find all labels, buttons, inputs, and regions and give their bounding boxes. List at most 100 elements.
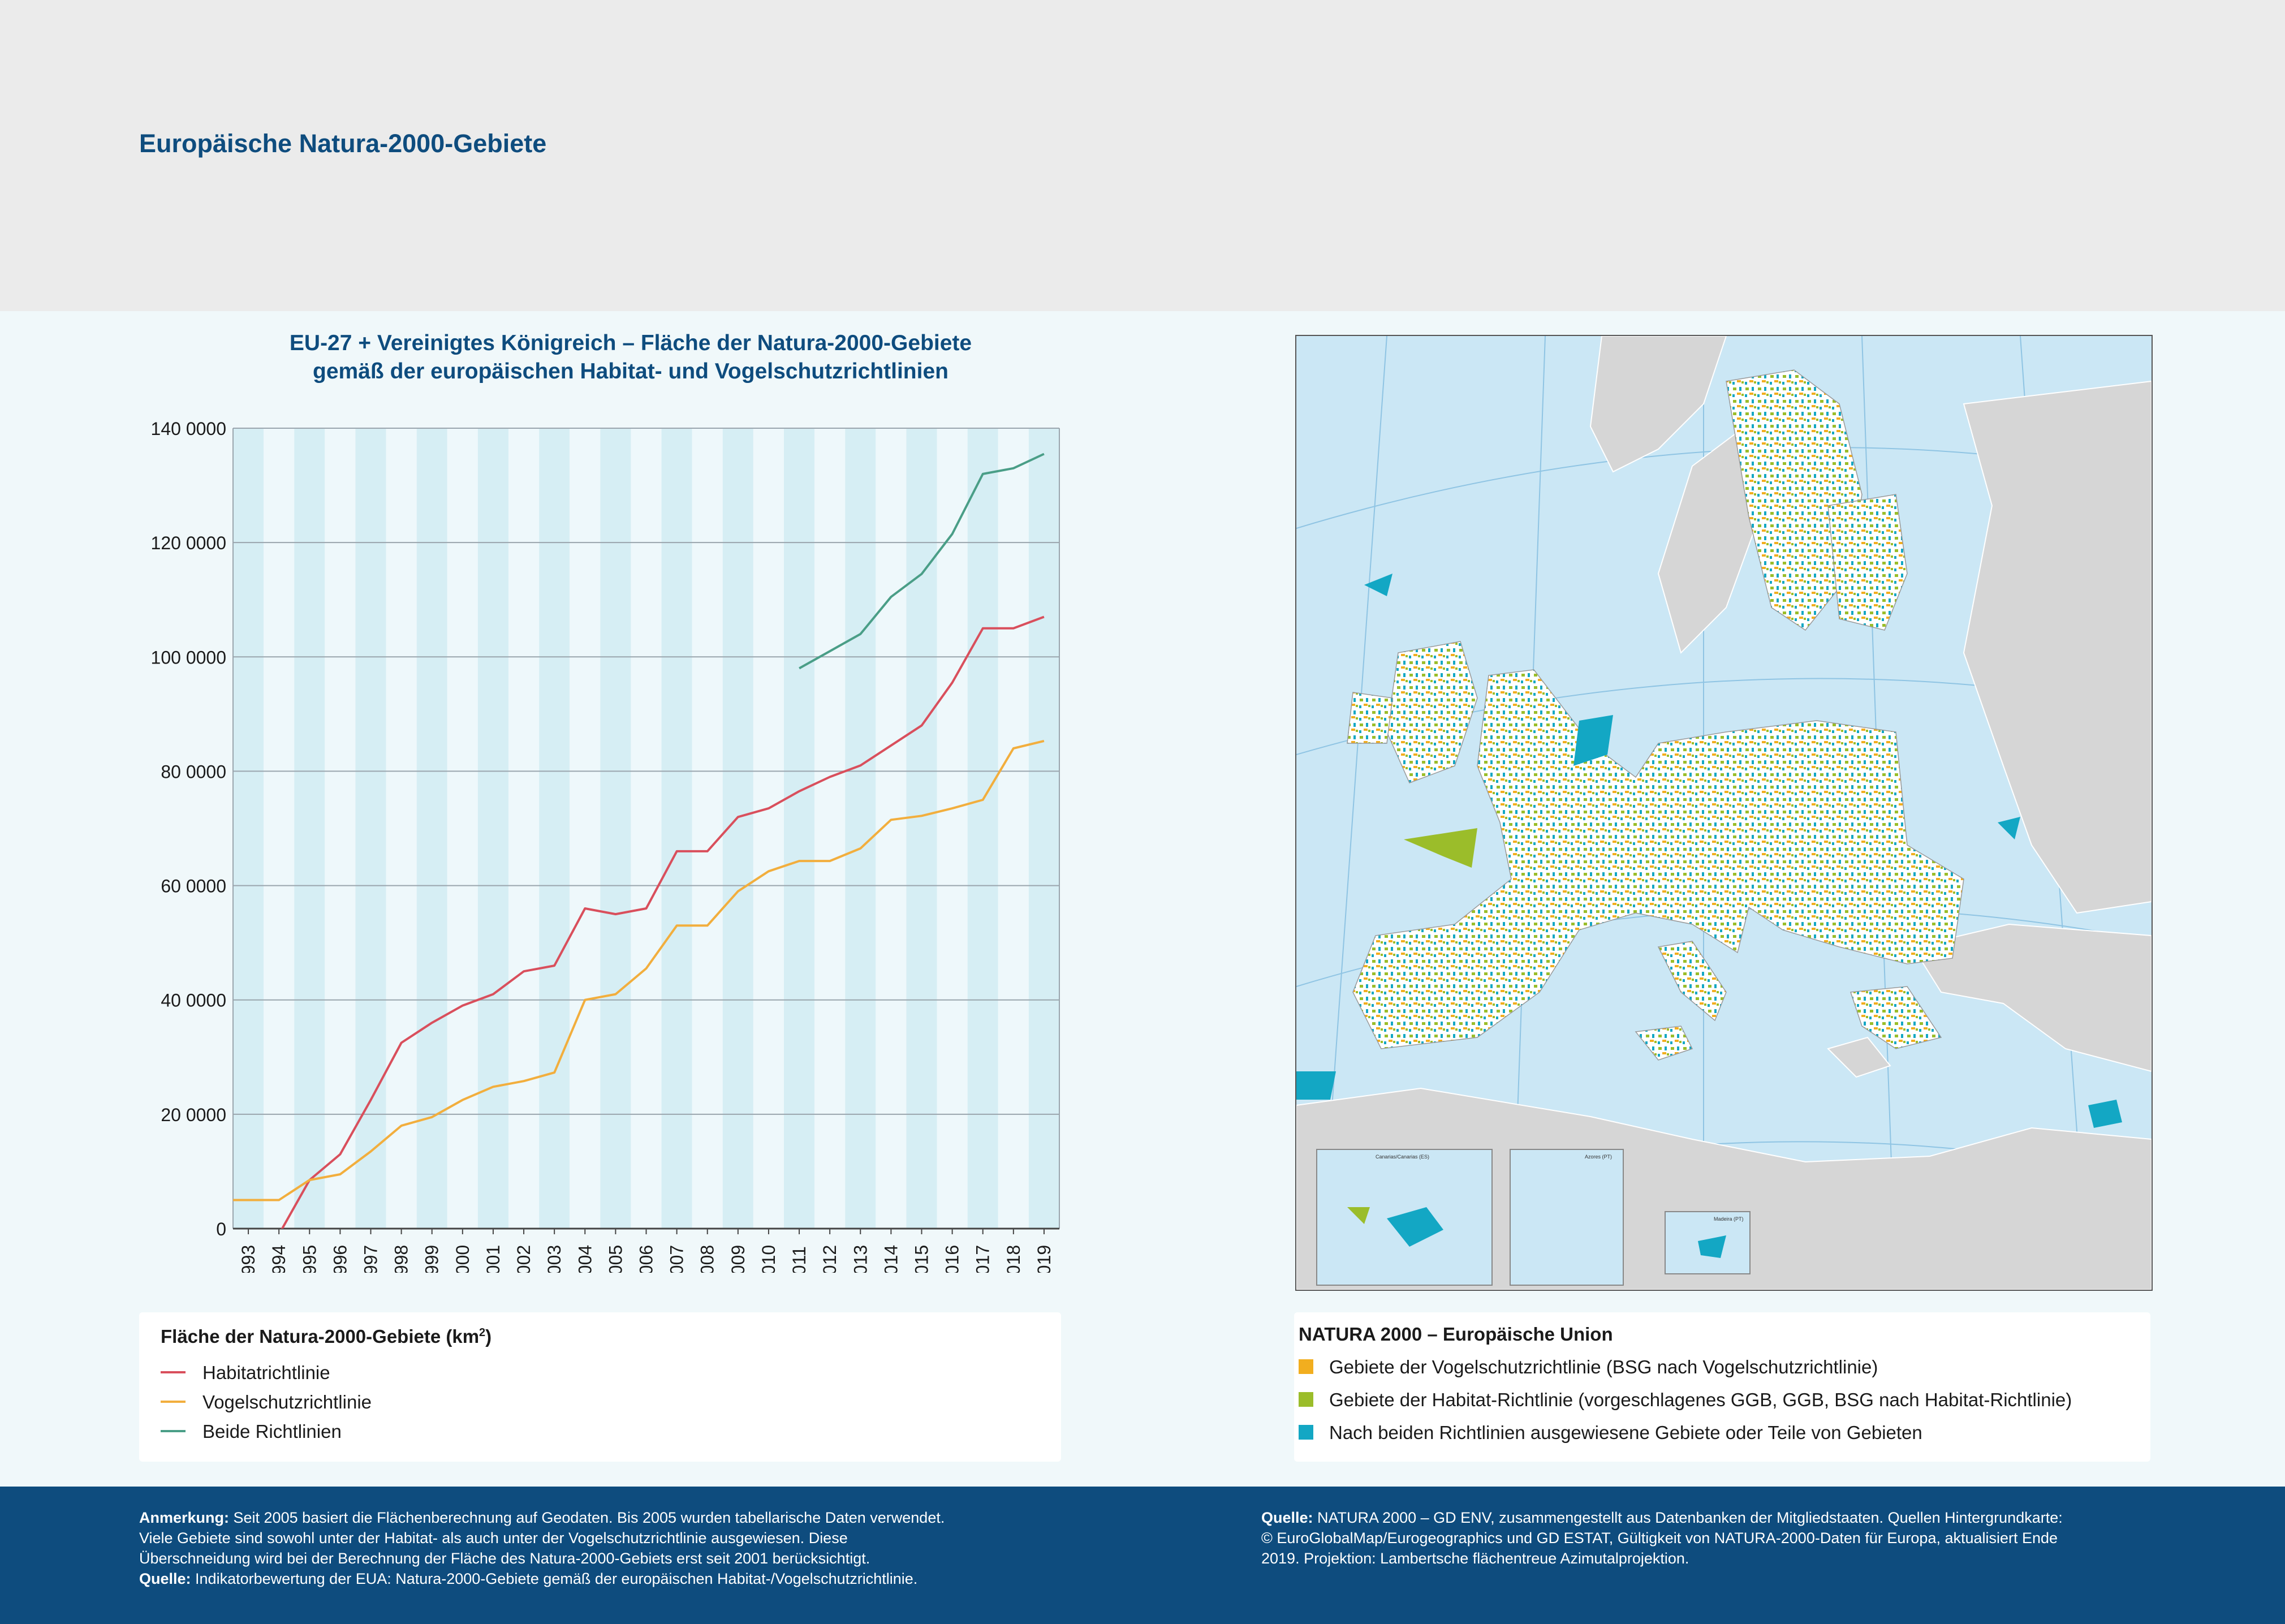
inset-label-canarias: Canarias/Canarias (ES) — [1376, 1154, 1429, 1160]
x-tick-label: 2003 — [544, 1245, 564, 1273]
source-left: Indikatorbewertung der EUA: Natura-2000-… — [191, 1570, 918, 1587]
y-tick-label: 60 0000 — [161, 876, 226, 897]
page-title: Europäische Natura-2000-Gebiete — [139, 129, 547, 158]
year-column — [233, 428, 264, 1229]
source-right-line1: NATURA 2000 – GD ENV, zusammengestellt a… — [1313, 1509, 2063, 1526]
year-column — [386, 428, 417, 1229]
map-legend-item-habitat: Gebiete der Habitat-Richtlinie (vorgesch… — [1299, 1389, 2072, 1411]
note-line1: Seit 2005 basiert die Flächenberechnung … — [229, 1509, 945, 1526]
year-column — [600, 428, 631, 1229]
map-svg: Canarias/Canarias (ES) Azores (PT) Madei… — [1296, 336, 2152, 1290]
footer-notes: Anmerkung: Seit 2005 basiert die Flächen… — [139, 1507, 1101, 1589]
legend-line-beide — [161, 1430, 186, 1433]
y-tick-label: 40 0000 — [161, 990, 226, 1011]
year-column — [416, 428, 447, 1229]
legend-swatch-vogel — [1299, 1359, 1313, 1375]
y-tick-label: 0 — [216, 1219, 226, 1239]
y-tick-label: 140 0000 — [151, 419, 226, 439]
year-column — [692, 428, 723, 1229]
year-column — [355, 428, 386, 1229]
note-label: Anmerkung: — [139, 1509, 230, 1526]
chart-title: EU-27 + Vereinigtes Königreich – Fläche … — [170, 329, 1092, 386]
x-tick-label: 2004 — [575, 1245, 595, 1273]
year-column — [814, 428, 846, 1229]
year-column — [447, 428, 478, 1229]
legend-line-habitat — [161, 1371, 186, 1374]
x-tick-label: 1998 — [391, 1245, 412, 1273]
x-tick-label: 2019 — [1034, 1245, 1054, 1273]
chart-legend-title: Fläche der Natura-2000-Gebiete (km2) — [161, 1326, 492, 1347]
legend-item-beide: Beide Richtlinien — [161, 1421, 342, 1442]
x-tick-label: 2009 — [728, 1245, 748, 1273]
x-tick-label: 2002 — [514, 1245, 534, 1273]
map-legend-title: NATURA 2000 – Europäische Union — [1299, 1324, 1613, 1345]
year-column — [937, 428, 968, 1229]
x-tick-label: 2007 — [667, 1245, 687, 1273]
footer: Anmerkung: Seit 2005 basiert die Flächen… — [0, 1487, 2285, 1624]
x-tick-label: 2016 — [942, 1245, 963, 1273]
x-tick-label: 2012 — [820, 1245, 840, 1273]
y-tick-label: 20 0000 — [161, 1105, 226, 1125]
inset-azores — [1510, 1149, 1624, 1286]
series-line-beide-richtlinien — [799, 453, 1045, 670]
chart-title-line1: EU-27 + Vereinigtes Königreich – Fläche … — [289, 331, 972, 355]
inset-label-madeira: Madeira (PT) — [1714, 1216, 1744, 1222]
source-label-right: Quelle: — [1261, 1509, 1313, 1526]
source-right-line3: 2019. Projektion: Lambertsche flächentre… — [1261, 1550, 1689, 1567]
footer-source: Quelle: NATURA 2000 – GD ENV, zusammenge… — [1261, 1507, 2268, 1569]
year-column — [570, 428, 601, 1229]
x-tick-label: 1996 — [330, 1245, 350, 1273]
x-tick-label: 2017 — [973, 1245, 993, 1273]
header-band — [0, 0, 2285, 311]
legend-line-vogel — [161, 1401, 186, 1403]
x-tick-label: 1997 — [361, 1245, 381, 1273]
chart-legend: Fläche der Natura-2000-Gebiete (km2) Hab… — [139, 1312, 1061, 1462]
year-column — [753, 428, 784, 1229]
x-tick-label: 2006 — [636, 1245, 657, 1273]
year-column — [784, 428, 815, 1229]
year-column — [1028, 428, 1059, 1229]
year-column — [631, 428, 662, 1229]
year-column — [661, 428, 692, 1229]
map-eu-land — [1347, 369, 1964, 1061]
x-tick-label: 1999 — [422, 1245, 442, 1273]
year-column — [477, 428, 508, 1229]
x-tick-label: 2005 — [605, 1245, 626, 1273]
x-tick-label: 2008 — [697, 1245, 718, 1273]
source-right-line2: © EuroGlobalMap/Eurogeographics und GD E… — [1261, 1530, 2058, 1547]
y-tick-label: 100 0000 — [151, 647, 226, 667]
year-column — [294, 428, 325, 1229]
x-tick-label: 1994 — [269, 1245, 289, 1273]
x-tick-label: 1993 — [238, 1245, 258, 1273]
year-column — [508, 428, 540, 1229]
year-column — [845, 428, 876, 1229]
x-tick-label: 2015 — [912, 1245, 932, 1273]
x-tick-label: 2018 — [1003, 1245, 1024, 1273]
x-tick-label: 2001 — [483, 1245, 503, 1273]
x-tick-label: 2011 — [789, 1246, 809, 1273]
x-tick-label: 2010 — [758, 1245, 779, 1273]
map-legend-item-vogel: Gebiete der Vogelschutzrichtlinie (BSG n… — [1299, 1356, 1878, 1378]
line-chart: 0 20 0000 40 0000 60 0000 80 0000 100 0000 120… — [151, 419, 1060, 1273]
x-tick-label: 2000 — [452, 1245, 473, 1273]
series-line-vogelschutzrichtlinie — [233, 739, 1045, 1201]
note-line2: Viele Gebiete sind sowohl unter der Habi… — [139, 1530, 848, 1547]
map-legend: NATURA 2000 – Europäische Union Gebiete … — [1294, 1312, 2150, 1462]
x-tick-label: 2013 — [850, 1245, 870, 1273]
x-tick-label: 1995 — [299, 1245, 320, 1273]
y-tick-label: 120 0000 — [151, 533, 226, 553]
year-column — [906, 428, 937, 1229]
inset-label-azores: Azores (PT) — [1585, 1154, 1612, 1160]
map-insets: Canarias/Canarias (ES) Azores (PT) Madei… — [1316, 1149, 1751, 1286]
y-tick-label: 80 0000 — [161, 761, 226, 782]
legend-swatch-beide — [1299, 1425, 1313, 1440]
legend-item-vogel: Vogelschutzrichtlinie — [161, 1392, 372, 1413]
year-column — [264, 428, 295, 1229]
natura-map: Canarias/Canarias (ES) Azores (PT) Madei… — [1295, 335, 2153, 1291]
year-column — [967, 428, 998, 1229]
source-label-left: Quelle: — [139, 1570, 191, 1587]
map-marine-sites — [1296, 574, 2122, 1128]
year-column — [325, 428, 356, 1229]
chart-title-line2: gemäß der europäischen Habitat- und Voge… — [313, 359, 949, 384]
year-column — [539, 428, 570, 1229]
